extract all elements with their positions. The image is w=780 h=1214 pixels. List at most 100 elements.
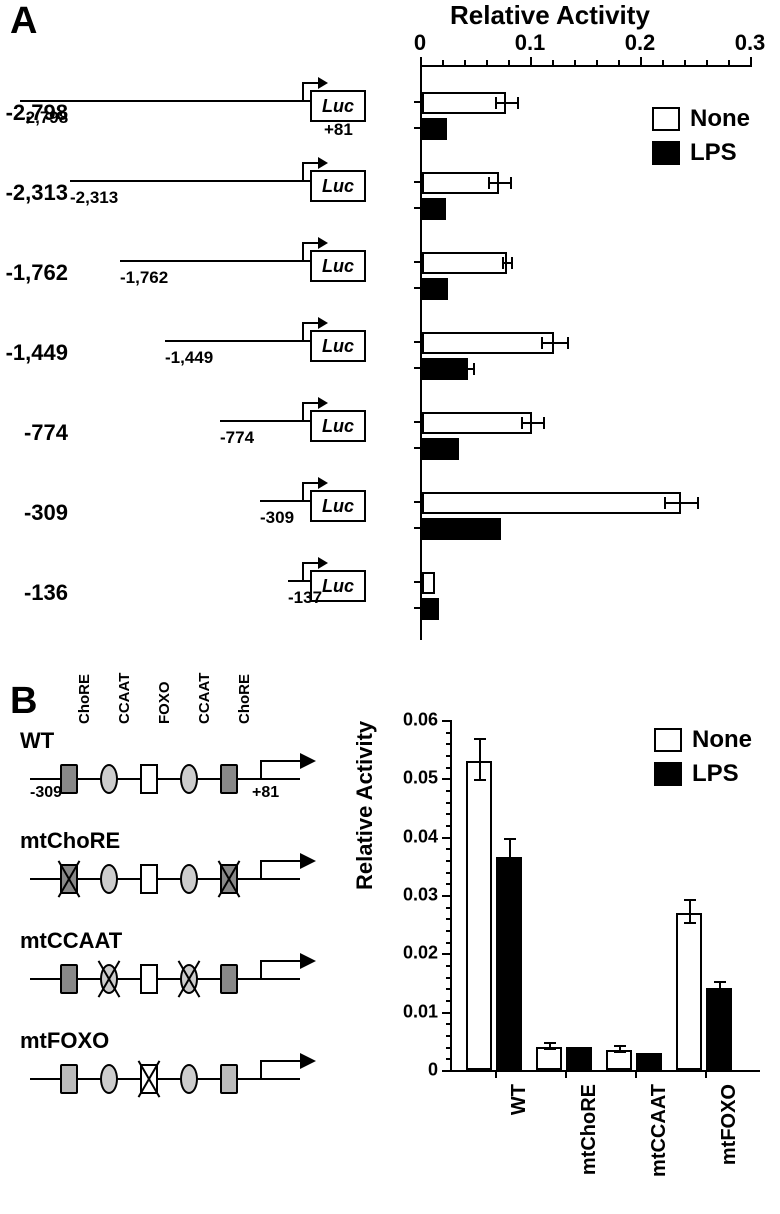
motif-chore-icon bbox=[220, 1064, 238, 1094]
ytick-minor bbox=[446, 1000, 452, 1002]
bar-lps bbox=[422, 358, 468, 380]
ytick-minor bbox=[446, 883, 452, 885]
ytick bbox=[414, 181, 422, 183]
motif-foxo-icon bbox=[140, 864, 158, 894]
errorbar-cap bbox=[544, 1042, 556, 1044]
ytick-minor bbox=[446, 1047, 452, 1049]
errorbar-cap bbox=[541, 337, 543, 349]
ytick-label: 0.06 bbox=[370, 710, 438, 731]
legend-label-none: None bbox=[690, 105, 750, 133]
xtick-label: 0.2 bbox=[625, 30, 656, 56]
errorbar-cap bbox=[464, 363, 466, 375]
construct-start-label: -309 bbox=[260, 508, 294, 528]
ytick-label: 0.04 bbox=[370, 826, 438, 847]
construct-start-label: -1,449 bbox=[165, 348, 213, 368]
errorbar-cap bbox=[544, 1048, 556, 1050]
bar-none bbox=[422, 332, 554, 354]
ytick bbox=[414, 527, 422, 529]
chart-a: Relative Activity 00.10.20.3 -2,798-2,31… bbox=[390, 0, 770, 660]
ytick-label: 0.02 bbox=[370, 943, 438, 964]
errorbar bbox=[479, 740, 481, 781]
errorbar-cap bbox=[511, 257, 513, 269]
xtick-minor bbox=[684, 60, 686, 66]
ytick bbox=[414, 581, 422, 583]
construct-start-label: -137 bbox=[288, 588, 322, 608]
luc-box: Luc bbox=[310, 410, 366, 442]
ytick-minor bbox=[446, 743, 452, 745]
bar-lps bbox=[422, 118, 447, 140]
wt-end-label: +81 bbox=[252, 784, 279, 802]
category-label: -2,798 bbox=[0, 100, 68, 126]
bar-lps bbox=[566, 1047, 592, 1070]
legend-b-swatch-none bbox=[654, 728, 682, 752]
legend-a: None LPS bbox=[652, 105, 750, 173]
ytick-minor bbox=[446, 930, 452, 932]
tss-arrow-stem bbox=[260, 760, 262, 780]
category-label: mtCCAAT bbox=[648, 1084, 671, 1177]
motif-ccaat-icon bbox=[180, 864, 198, 894]
legend-swatch-lps bbox=[652, 141, 680, 165]
ytick bbox=[442, 720, 452, 722]
motif-label: CCAAT bbox=[116, 673, 133, 724]
tss-arrow-head-icon bbox=[300, 753, 316, 769]
ytick-label: 0 bbox=[370, 1060, 438, 1081]
motif-chore-icon bbox=[220, 764, 238, 794]
bar-lps bbox=[422, 518, 501, 540]
motif-ccaat-icon bbox=[100, 864, 118, 894]
bar-lps bbox=[422, 278, 448, 300]
tss-arrow-head-icon bbox=[318, 77, 328, 89]
errorbar bbox=[495, 102, 517, 104]
xtick-minor bbox=[574, 60, 576, 66]
motif-label: ChoRE bbox=[76, 674, 93, 724]
errorbar-cap bbox=[684, 922, 696, 924]
motif-label: FOXO bbox=[156, 681, 173, 724]
motif-chore-icon bbox=[60, 764, 78, 794]
ytick bbox=[414, 447, 422, 449]
ytick bbox=[442, 953, 452, 955]
tss-arrow-shaft bbox=[260, 960, 300, 962]
variant-label: mtCCAAT bbox=[20, 928, 122, 954]
motif-label: ChoRE bbox=[236, 674, 253, 724]
tss-arrow-shaft bbox=[260, 860, 300, 862]
legend-b-item-none: None bbox=[654, 726, 752, 754]
legend-item-lps: LPS bbox=[652, 139, 750, 167]
errorbar-cap bbox=[495, 97, 497, 109]
xtick bbox=[705, 1070, 707, 1078]
chart-b-ylabel: Relative Activity bbox=[352, 721, 378, 890]
motif-foxo-icon bbox=[140, 764, 158, 794]
ytick bbox=[442, 778, 452, 780]
promoter-line bbox=[288, 580, 310, 582]
bar-lps bbox=[422, 438, 459, 460]
errorbar bbox=[509, 840, 511, 875]
chart-b: Relative Activity 00.010.020.030.040.050… bbox=[370, 710, 770, 1210]
chart-a-title: Relative Activity bbox=[450, 0, 650, 31]
ytick bbox=[442, 1070, 452, 1072]
errorbar-cap bbox=[684, 899, 696, 901]
errorbar-cap bbox=[614, 1045, 626, 1047]
errorbar-cap bbox=[664, 497, 666, 509]
xtick-minor bbox=[662, 60, 664, 66]
panel-b: WTChoRECCAATFOXOCCAATChoRE-309+81mtChoRE… bbox=[0, 690, 780, 1210]
bar-none bbox=[466, 761, 492, 1070]
ytick-minor bbox=[446, 732, 452, 734]
ytick-minor bbox=[446, 802, 452, 804]
construct-b-row: WTChoRECCAATFOXOCCAATChoRE-309+81 bbox=[20, 730, 350, 830]
ytick-minor bbox=[446, 848, 452, 850]
promoter-line bbox=[220, 420, 310, 422]
luc-box: Luc bbox=[310, 170, 366, 202]
ytick bbox=[414, 101, 422, 103]
category-label: -309 bbox=[0, 500, 68, 526]
promoter-line bbox=[120, 260, 310, 262]
tss-arrow-head-icon bbox=[300, 853, 316, 869]
ytick-minor bbox=[446, 918, 452, 920]
motif-ccaat-icon bbox=[100, 1064, 118, 1094]
legend-label-lps: LPS bbox=[690, 139, 737, 167]
construct-start-label: -774 bbox=[220, 428, 254, 448]
errorbar bbox=[689, 901, 691, 924]
tss-arrow-stem bbox=[302, 322, 304, 342]
axis-a-top bbox=[420, 65, 750, 67]
errorbar-cap bbox=[521, 417, 523, 429]
errorbar bbox=[488, 182, 510, 184]
ytick-minor bbox=[446, 872, 452, 874]
tss-arrow-stem bbox=[302, 242, 304, 262]
